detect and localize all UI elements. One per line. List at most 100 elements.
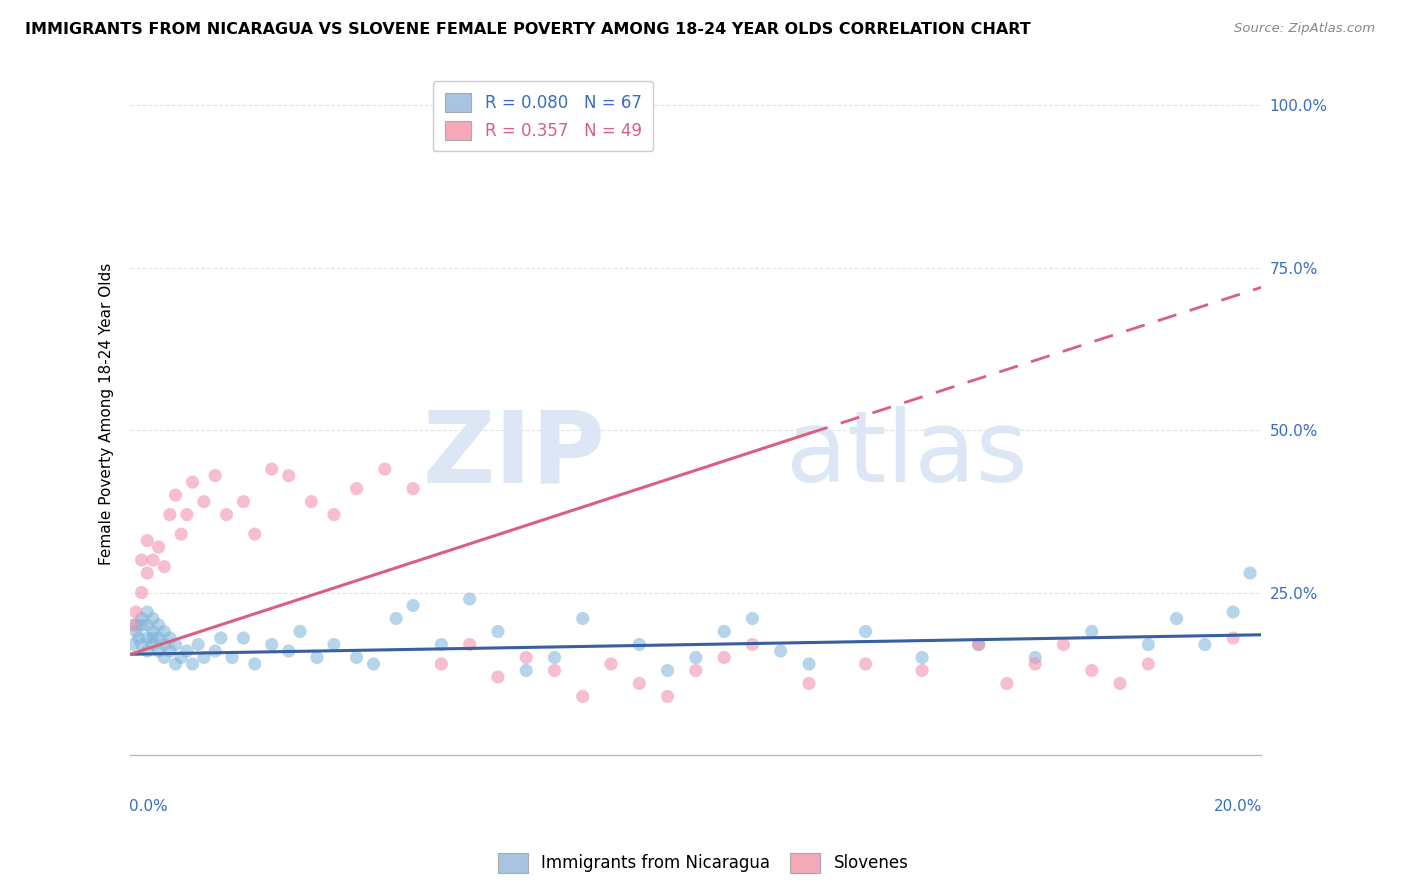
Point: [967, 638, 990, 652]
Point: [741, 638, 763, 652]
Point: [204, 468, 226, 483]
Point: [402, 599, 425, 613]
Point: [797, 657, 820, 671]
Point: [136, 566, 159, 580]
Point: [1080, 664, 1102, 678]
Point: [136, 533, 159, 548]
Point: [628, 638, 651, 652]
Point: [221, 650, 243, 665]
Point: [204, 644, 226, 658]
Point: [232, 631, 254, 645]
Point: [374, 462, 396, 476]
Point: [855, 624, 877, 639]
Point: [153, 638, 176, 652]
Point: [430, 657, 453, 671]
Point: [1137, 638, 1160, 652]
Point: [855, 657, 877, 671]
Point: [215, 508, 238, 522]
Point: [486, 670, 509, 684]
Point: [1239, 566, 1261, 580]
Point: [385, 611, 408, 625]
Point: [277, 468, 299, 483]
Point: [515, 664, 537, 678]
Point: [657, 664, 679, 678]
Point: [299, 494, 322, 508]
Point: [685, 664, 707, 678]
Text: ZIP: ZIP: [423, 407, 606, 503]
Point: [458, 592, 481, 607]
Point: [142, 624, 165, 639]
Point: [515, 650, 537, 665]
Text: 0.0%: 0.0%: [129, 799, 167, 814]
Point: [136, 631, 159, 645]
Text: Source: ZipAtlas.com: Source: ZipAtlas.com: [1234, 22, 1375, 36]
Point: [125, 624, 148, 639]
Point: [142, 553, 165, 567]
Point: [1222, 605, 1244, 619]
Point: [543, 664, 565, 678]
Point: [243, 657, 266, 671]
Point: [128, 631, 150, 645]
Point: [1080, 624, 1102, 639]
Text: 20.0%: 20.0%: [1215, 799, 1263, 814]
Point: [159, 631, 181, 645]
Point: [153, 624, 176, 639]
Point: [260, 638, 283, 652]
Point: [131, 611, 153, 625]
Point: [1137, 657, 1160, 671]
Point: [170, 527, 193, 541]
Point: [458, 638, 481, 652]
Point: [159, 644, 181, 658]
Point: [1052, 638, 1074, 652]
Point: [346, 650, 368, 665]
Point: [165, 638, 187, 652]
Point: [911, 664, 934, 678]
Point: [1024, 650, 1046, 665]
Point: [159, 508, 181, 522]
Point: [685, 650, 707, 665]
Point: [193, 650, 215, 665]
Point: [243, 527, 266, 541]
Point: [142, 638, 165, 652]
Point: [305, 650, 328, 665]
Point: [346, 482, 368, 496]
Point: [131, 585, 153, 599]
Point: [363, 657, 385, 671]
Point: [713, 624, 735, 639]
Point: [288, 624, 311, 639]
Point: [657, 690, 679, 704]
Point: [1194, 638, 1216, 652]
Point: [181, 475, 204, 490]
Point: [769, 644, 792, 658]
Point: [1024, 657, 1046, 671]
Point: [148, 618, 170, 632]
Point: [153, 650, 176, 665]
Point: [967, 638, 990, 652]
Point: [995, 676, 1018, 690]
Point: [187, 638, 209, 652]
Point: [486, 624, 509, 639]
Text: atlas: atlas: [786, 407, 1028, 503]
Point: [1222, 631, 1244, 645]
Point: [125, 605, 148, 619]
Point: [571, 690, 593, 704]
Point: [543, 650, 565, 665]
Point: [142, 611, 165, 625]
Point: [148, 540, 170, 554]
Point: [165, 657, 187, 671]
Point: [430, 638, 453, 652]
Point: [148, 631, 170, 645]
Point: [136, 644, 159, 658]
Point: [165, 488, 187, 502]
Point: [232, 494, 254, 508]
Point: [260, 462, 283, 476]
Point: [153, 559, 176, 574]
Point: [911, 650, 934, 665]
Point: [797, 676, 820, 690]
Point: [148, 644, 170, 658]
Point: [741, 611, 763, 625]
Point: [322, 508, 344, 522]
Point: [131, 638, 153, 652]
Point: [322, 638, 344, 652]
Point: [402, 482, 425, 496]
